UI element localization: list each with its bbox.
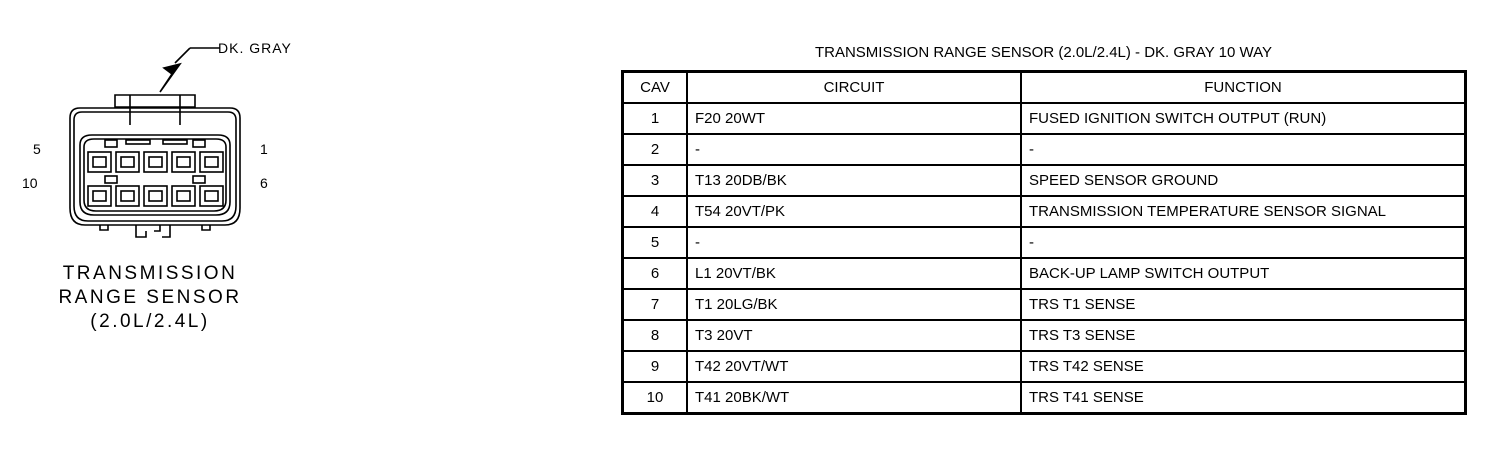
header-function: FUNCTION	[1020, 70, 1467, 104]
pin-label-10: 10	[22, 175, 38, 191]
arrow-icon	[159, 62, 182, 93]
caption-line: (2.0L/2.4L)	[90, 311, 210, 332]
cell-cav: 1	[621, 102, 688, 135]
table-row: 5--	[621, 226, 1467, 259]
cell-cav: 5	[621, 226, 688, 259]
cell-cav: 9	[621, 350, 688, 383]
cell-function: TRS T42 SENSE	[1020, 350, 1467, 383]
cell-circuit: -	[686, 226, 1022, 259]
table-row: 1 F20 20WT FUSED IGNITION SWITCH OUTPUT (R…	[621, 102, 1467, 135]
connector-caption: TRANSMISSION RANGE SENSOR (2.0L/2.4L)	[30, 262, 270, 334]
cell-circuit: T1 20LG/BK	[686, 288, 1022, 321]
cell-cav: 7	[621, 288, 688, 321]
header-circuit: CIRCUIT	[686, 70, 1022, 104]
cell-function: TRS T3 SENSE	[1020, 319, 1467, 352]
cell-function: TRS T41 SENSE	[1020, 381, 1467, 415]
table-row: 6 L1 20VT/BK BACK-UP LAMP SWITCH OUTPUT	[621, 257, 1467, 290]
pin-label-6: 6	[260, 175, 268, 191]
cell-function: TRS T1 SENSE	[1020, 288, 1467, 321]
cell-cav: 4	[621, 195, 688, 228]
table-header-row: CAV CIRCUIT FUNCTION	[621, 70, 1467, 104]
table-row: 4 T54 20VT/PK TRANSMISSION TEMPERATURE SEN…	[621, 195, 1467, 228]
pin-label-5: 5	[33, 141, 41, 157]
table-row: 9 T42 20VT/WT TRS T42 SENSE	[621, 350, 1467, 383]
pinout-table: CAV CIRCUIT FUNCTION 1 F20 20WT FUSED IGNI…	[621, 70, 1467, 415]
caption-line: TRANSMISSION	[62, 263, 238, 284]
cell-function: -	[1020, 133, 1467, 166]
table-row: 2--	[621, 133, 1467, 166]
cell-cav: 10	[621, 381, 688, 415]
connector-face-drawing	[69, 47, 241, 238]
cell-function: TRANSMISSION TEMPERATURE SENSOR SIGNAL	[1020, 195, 1467, 228]
cell-cav: 2	[621, 133, 688, 166]
table-row: 7 T1 20LG/BK TRS T1 SENSE	[621, 288, 1467, 321]
cell-circuit: -	[686, 133, 1022, 166]
cell-circuit: L1 20VT/BK	[686, 257, 1022, 290]
cavity-row-bottom	[87, 185, 224, 207]
cell-cav: 6	[621, 257, 688, 290]
table-title: TRANSMISSION RANGE SENSOR (2.0L/2.4L) - …	[814, 44, 1273, 61]
cell-circuit: T13 20DB/BK	[686, 164, 1022, 197]
caption-line: RANGE SENSOR	[58, 287, 242, 308]
cell-function: -	[1020, 226, 1467, 259]
cell-cav: 8	[621, 319, 688, 352]
header-cav: CAV	[621, 70, 688, 104]
color-label: DK. GRAY	[218, 40, 292, 56]
table-row: 10 T41 20BK/WT TRS T41 SENSE	[621, 381, 1467, 415]
cavity-row-top	[87, 151, 224, 173]
cell-circuit: F20 20WT	[686, 102, 1022, 135]
cell-cav: 3	[621, 164, 688, 197]
cell-function: SPEED SENSOR GROUND	[1020, 164, 1467, 197]
table-row: 3 T13 20DB/BK SPEED SENSOR GROUND	[621, 164, 1467, 197]
cell-circuit: T54 20VT/PK	[686, 195, 1022, 228]
table-row: 8 T3 20VT TRS T3 SENSE	[621, 319, 1467, 352]
cell-circuit: T3 20VT	[686, 319, 1022, 352]
cell-function: BACK-UP LAMP SWITCH OUTPUT	[1020, 257, 1467, 290]
cell-circuit: T42 20VT/WT	[686, 350, 1022, 383]
cell-function: FUSED IGNITION SWITCH OUTPUT (RUN)	[1020, 102, 1467, 135]
cell-circuit: T41 20BK/WT	[686, 381, 1022, 415]
pin-label-1: 1	[260, 141, 268, 157]
